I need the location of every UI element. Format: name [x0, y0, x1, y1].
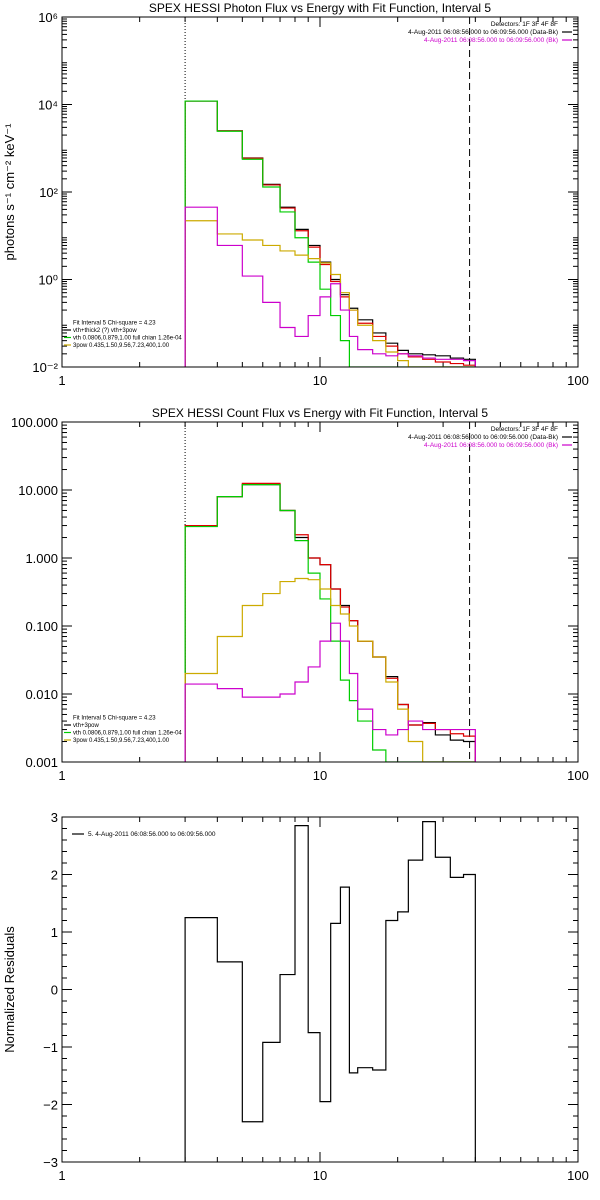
plot-frame	[61, 421, 579, 763]
x-tick-label: 10	[313, 373, 327, 388]
y-tick-label: 1	[51, 925, 58, 940]
y-tick-label: 100.000	[11, 415, 58, 430]
y-tick-label: 0	[51, 983, 58, 998]
y-axis-label: photons s⁻¹ cm⁻² keV⁻¹	[2, 123, 17, 261]
legend-tl-text: 5. 4-Aug-2011 06:08:56.000 to 06:09:56.0…	[88, 831, 216, 838]
y-tick-label: −2	[43, 1098, 58, 1113]
legend-tr-text: Detectors: 1F 3F 4F 8F	[491, 426, 558, 433]
series-bk-line	[184, 206, 476, 367]
y-tick-label: 1.000	[25, 551, 58, 566]
legend-tr-text: 4-Aug-2011 06:08:56.000 to 06:09:56.000 …	[424, 37, 558, 44]
series-vth-line	[184, 100, 476, 367]
legend-bl-text: vth 0.0806,0.879,1.00 full chian 1.26e-0…	[73, 731, 182, 737]
y-tick-label: −1	[43, 1040, 58, 1055]
x-tick-label: 100	[567, 768, 589, 783]
chart-title: SPEX HESSI Photon Flux vs Energy with Fi…	[149, 1, 491, 15]
y-tick-label: 10²	[39, 185, 58, 200]
legend-bl-text: Fit Interval 5 Chi-square = 4.23	[73, 321, 156, 327]
legend-bl-text: vth+thick2 (?) vth+3pow	[73, 328, 137, 334]
legend-bl-text: 3pow 0.435,1.50,9.56,7.23,400,1.00	[73, 343, 170, 349]
legend-bl-text: Fit Interval 5 Chi-square = 4.23	[73, 716, 156, 722]
plot-frame	[61, 816, 579, 1163]
y-tick-label: 10⁶	[38, 10, 58, 25]
series-bk-line	[184, 622, 476, 762]
series-3pow-line	[184, 577, 476, 762]
y-tick-label: 10⁰	[38, 273, 58, 288]
chart-panel-1: SPEX HESSI Photon Flux vs Energy with Fi…	[2, 1, 589, 388]
series-3pow-line	[184, 220, 476, 367]
chart-title: SPEX HESSI Count Flux vs Energy with Fit…	[152, 406, 488, 420]
chart-panel-3: Normalized Residuals 1 10 100 −3 −2 −1 0 1 2 3 5. 4…	[2, 810, 589, 1183]
y-tick-label: −3	[43, 1155, 58, 1170]
x-tick-label: 1	[58, 1168, 65, 1183]
y-tick-label: 10⁻²	[32, 360, 58, 375]
y-tick-label: 10⁴	[38, 98, 58, 113]
plot-frame	[61, 16, 579, 368]
y-tick-label: 3	[51, 810, 58, 825]
legend-bl-text: 3pow 0.435,1.50,9.56,7.23,400,1.00	[73, 738, 170, 744]
y-tick-label: 10.000	[18, 483, 58, 498]
x-tick-label: 1	[58, 768, 65, 783]
x-tick-label: 1	[58, 373, 65, 388]
legend-tr-text: 4-Aug-2011 06:08:56.000 to 06:09:56.000 …	[424, 442, 558, 449]
y-tick-label: 0.100	[25, 619, 58, 634]
x-tick-label: 100	[567, 1168, 589, 1183]
y-tick-label: 2	[51, 868, 58, 883]
chart-panel-2: SPEX HESSI Count Flux vs Energy with Fit…	[11, 406, 589, 783]
x-tick-label: 10	[313, 768, 327, 783]
y-tick-label: 0.001	[25, 755, 58, 770]
series-residuals-line	[184, 821, 476, 1162]
legend-bl-text: vth+3pow	[73, 723, 100, 729]
x-tick-label: 10	[313, 1168, 327, 1183]
legend-tr-text: 4-Aug-2011 06:08:56.000 to 06:09:56.000 …	[408, 434, 558, 441]
legend-tr-text: 4-Aug-2011 06:08:56.000 to 06:09:56.000 …	[408, 29, 558, 36]
y-tick-label: 0.010	[25, 687, 58, 702]
x-tick-label: 100	[567, 373, 589, 388]
legend-tr-text: Detectors: 1F 3F 4F 8F	[491, 21, 558, 28]
series-vth-line	[184, 484, 476, 762]
legend-bl-text: vth 0.0806,0.879,1.00 full chian 1.26e-0…	[73, 336, 182, 342]
y-axis-label: Normalized Residuals	[2, 926, 17, 1053]
